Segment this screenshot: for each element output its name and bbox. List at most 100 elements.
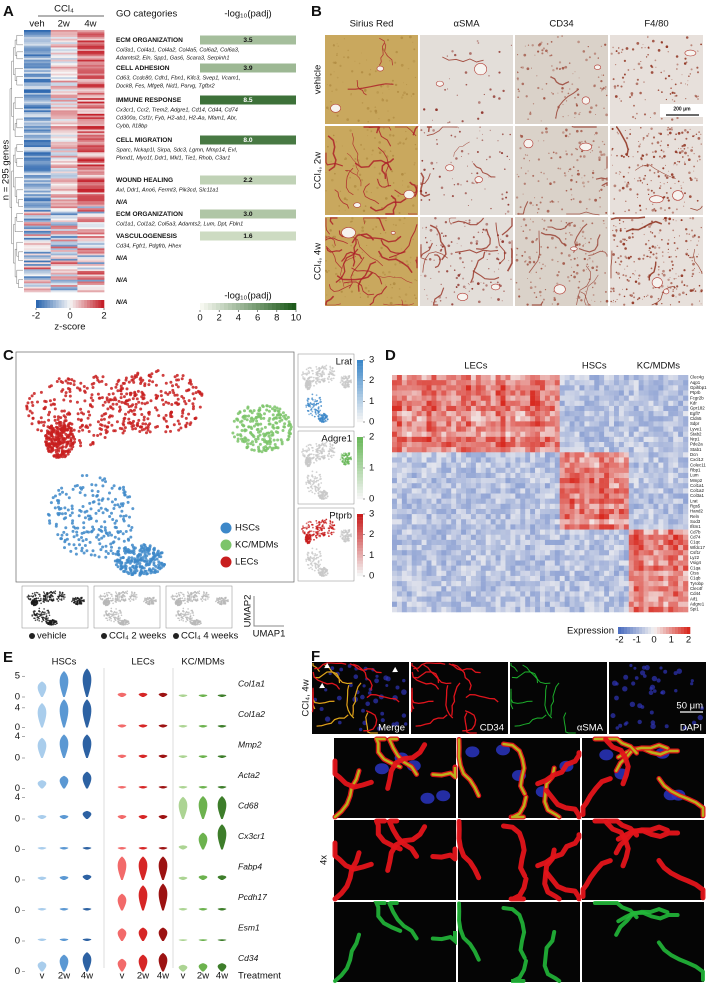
heatmap-cell [24,110,51,112]
stain-speck [626,288,628,290]
stain-speck [658,49,661,52]
stain-speck [654,246,657,249]
cell-dot [246,407,249,410]
stain-speck [473,183,474,184]
stain-speck [443,194,444,195]
heatmap-cell [77,283,104,285]
stain-speck [672,290,673,291]
cell-dot [155,384,158,387]
cell-dot [104,401,107,404]
stain-speck [465,192,467,194]
cell-dot [243,415,246,418]
heatmap-cell [24,58,51,60]
stain-speck [399,296,401,298]
heatmap-cell [77,81,104,83]
stain-speck [469,219,471,221]
heatmap-cell [51,145,78,147]
cell-dot [112,403,115,406]
heatmap-cell [77,30,104,32]
condition-label: CCl₄, 2w [313,152,324,189]
na-label: N/A [116,199,128,206]
heatmap-cell [77,287,104,289]
cell-dot [245,429,248,432]
cell-dot [133,552,136,555]
cell-dot [110,398,113,401]
stain-speck [692,147,693,148]
stain-speck [325,190,327,192]
cell-dot [145,570,148,573]
cell-dot [175,401,178,404]
heatmap-cell [77,137,104,139]
cell-dot [244,436,247,439]
heatmap-cell [77,254,104,256]
stain-speck [681,150,684,153]
cell-dot [102,375,105,378]
stain-speck [535,239,537,241]
stain-speck [618,133,619,134]
micrograph [420,35,513,124]
cell-dot [271,448,274,451]
cell-dot [40,421,43,424]
stain-speck [543,97,545,99]
stain-speck [644,296,645,297]
stain-speck [489,88,491,90]
cell-dot [241,429,244,432]
cell-dot [91,489,94,492]
cell-dot [306,459,308,461]
stain-speck [327,84,328,85]
cell-dot [76,534,79,537]
stain-speck [333,246,335,248]
cell-dot [101,499,104,502]
cell-dot [311,409,313,411]
colorbar-step [357,487,363,490]
stain-speck [676,288,677,289]
cell-dot [325,519,327,521]
cell-dot [302,373,304,375]
cell-dot [303,456,305,458]
cell-dot [43,608,45,610]
stain-speck [434,260,435,261]
cell-dot [160,394,163,397]
stain-speck [335,267,337,269]
stain-speck [638,145,640,147]
stain-speck [553,152,555,154]
colorbar-step [272,303,276,310]
stain-speck [510,278,512,280]
cell-dot [97,420,100,423]
stain-speck [387,111,388,112]
colorbar-step [357,400,363,403]
cell-dot [315,381,317,383]
cell-dot [92,442,95,445]
cell-dot [312,527,314,529]
cell-dot [123,520,126,523]
colorbar-step [357,517,363,520]
stain-speck [564,175,566,177]
cell-dot [288,435,291,438]
cell-dot [66,429,69,432]
stain-speck [697,71,699,73]
cell-dot [282,411,285,414]
heatmap-cell [24,84,51,86]
heatmap-cell [24,135,51,137]
heatmap-cell [51,86,78,88]
stain-speck [556,283,558,285]
heatmap-cell [51,271,78,273]
stain-speck [484,94,485,95]
stain-speck [366,157,368,159]
stain-speck [569,133,571,135]
cell-dot [287,424,290,427]
heatmap-cell [51,184,78,186]
heatmap-cell [77,116,104,118]
cell-dot [259,443,262,446]
stain-speck [599,190,600,191]
stain-speck [697,98,698,99]
stain-speck [651,164,653,166]
cell-dot [283,422,286,425]
stain-speck [389,89,390,90]
stain-speck [360,144,362,146]
cell-dot [68,378,71,381]
stain-speck [488,176,489,177]
colorbar-step [357,496,363,499]
cell-dot [146,401,149,404]
stain-speck [397,195,399,197]
